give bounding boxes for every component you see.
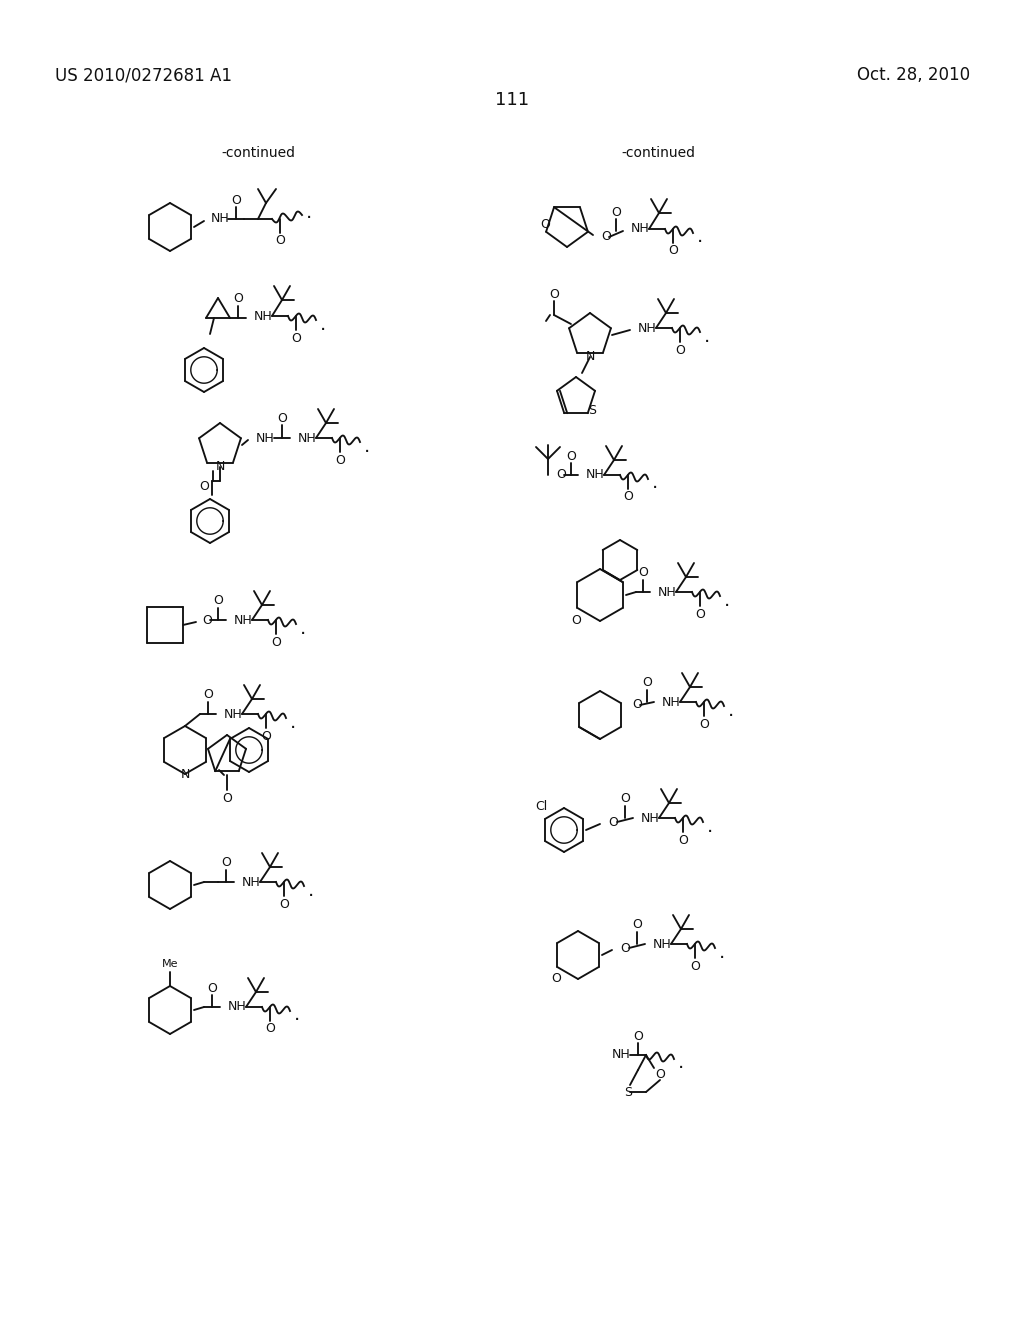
Text: N: N [180,767,189,780]
Text: O: O [549,288,559,301]
Text: O: O [540,219,550,231]
Text: O: O [642,676,652,689]
Text: O: O [231,194,241,207]
Text: NH: NH [242,875,261,888]
Text: O: O [601,231,611,243]
Text: .: . [678,1053,684,1072]
Text: .: . [306,203,312,223]
Text: NH: NH [641,812,659,825]
Text: O: O [571,614,581,627]
Text: NH: NH [234,614,253,627]
Text: O: O [207,982,217,994]
Text: NH: NH [254,309,272,322]
Text: .: . [294,1006,300,1024]
Text: O: O [222,792,232,804]
Text: O: O [278,412,287,425]
Text: .: . [308,880,314,899]
Text: US 2010/0272681 A1: US 2010/0272681 A1 [55,66,232,84]
Text: NH: NH [256,432,274,445]
Text: .: . [707,817,714,836]
Text: O: O [199,480,209,494]
Text: .: . [719,942,725,961]
Text: .: . [705,326,711,346]
Text: NH: NH [612,1048,631,1061]
Text: O: O [566,450,575,462]
Text: O: O [611,206,621,219]
Text: O: O [271,635,281,648]
Text: .: . [724,590,730,610]
Text: O: O [335,454,345,466]
Text: Cl: Cl [536,800,548,813]
Text: O: O [620,941,630,954]
Text: NH: NH [658,586,677,598]
Text: NH: NH [638,322,656,334]
Text: O: O [221,857,231,870]
Text: O: O [261,730,271,742]
Text: O: O [275,235,285,248]
Text: 111: 111 [495,91,529,110]
Text: NH: NH [224,708,243,721]
Text: NH: NH [228,1001,247,1014]
Text: .: . [300,619,306,638]
Text: O: O [633,1030,643,1043]
Text: O: O [632,919,642,932]
Text: .: . [364,437,371,455]
Text: O: O [621,792,630,805]
Text: S: S [588,404,596,417]
Text: NH: NH [631,223,650,235]
Text: Me: Me [162,960,178,969]
Text: NH: NH [298,432,316,445]
Text: NH: NH [211,213,229,226]
Text: O: O [556,469,566,482]
Text: O: O [265,1023,274,1035]
Text: .: . [652,474,658,492]
Text: O: O [280,898,289,911]
Text: .: . [697,227,703,247]
Text: N: N [215,461,224,474]
Text: Oct. 28, 2010: Oct. 28, 2010 [857,66,970,84]
Text: O: O [690,960,700,973]
Text: .: . [290,713,296,731]
Text: O: O [233,293,243,305]
Text: O: O [551,972,561,985]
Text: -continued: -continued [621,147,695,160]
Text: O: O [213,594,223,607]
Text: O: O [202,614,212,627]
Text: .: . [319,314,327,334]
Text: O: O [608,816,617,829]
Text: O: O [291,331,301,345]
Text: O: O [632,698,642,711]
Text: O: O [668,244,678,257]
Text: .: . [728,701,734,719]
Text: O: O [678,833,688,846]
Text: NH: NH [662,696,681,709]
Text: -continued: -continued [221,147,295,160]
Text: N: N [586,351,595,363]
Text: O: O [699,718,709,730]
Text: S: S [624,1085,632,1098]
Text: O: O [695,607,705,620]
Text: NH: NH [586,469,605,482]
Text: O: O [655,1068,665,1081]
Text: O: O [203,689,213,701]
Text: O: O [638,566,648,579]
Text: O: O [623,491,633,503]
Text: NH: NH [653,937,672,950]
Text: O: O [675,343,685,356]
